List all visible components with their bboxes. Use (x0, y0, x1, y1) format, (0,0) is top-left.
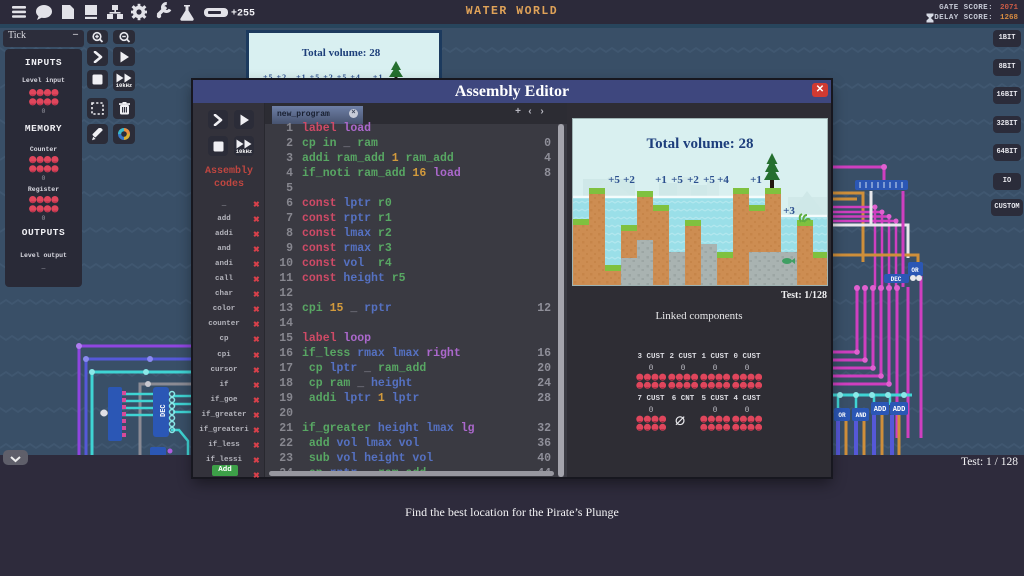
svg-text:+2: +2 (687, 174, 699, 186)
svg-text:DEC: DEC (891, 276, 902, 283)
svg-text:+5: +5 (703, 174, 715, 186)
svg-text:+3: +3 (783, 205, 795, 217)
svg-text:+1: +1 (750, 174, 762, 186)
svg-text:+5: +5 (608, 174, 620, 186)
svg-text:DEC: DEC (160, 404, 168, 417)
svg-text:AND: AND (856, 412, 867, 419)
svg-text:OR: OR (838, 412, 846, 419)
svg-text:OR: OR (911, 267, 919, 274)
svg-text:+4: +4 (717, 174, 729, 186)
svg-text:+1: +1 (655, 174, 667, 186)
svg-text:+2: +2 (623, 174, 635, 186)
svg-text:ADD: ADD (874, 406, 887, 414)
svg-text:Total volume: 28: Total volume: 28 (647, 136, 754, 152)
svg-text:+255: +255 (231, 9, 255, 20)
svg-text:+5: +5 (671, 174, 683, 186)
svg-text:ADD: ADD (893, 406, 906, 414)
